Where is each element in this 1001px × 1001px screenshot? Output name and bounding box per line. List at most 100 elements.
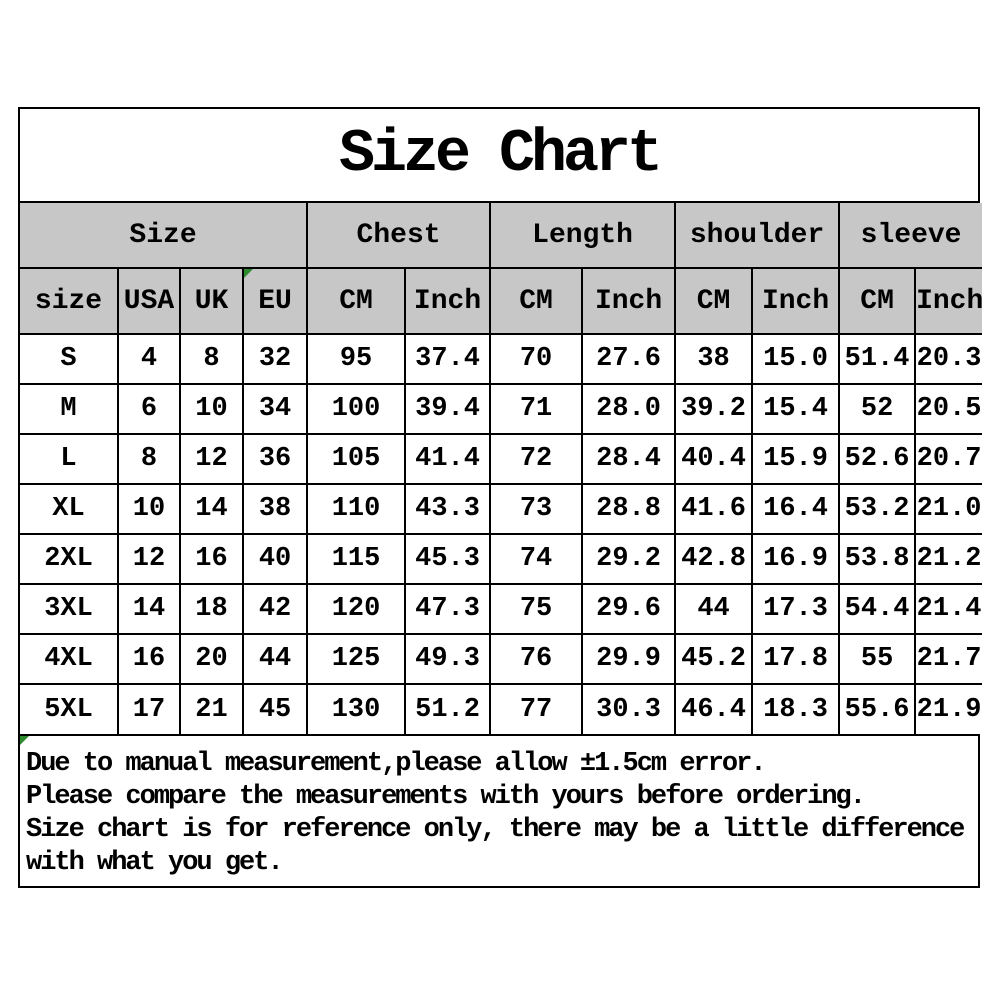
value-cell: 41.4 bbox=[404, 433, 492, 485]
size-label-cell: 4XL bbox=[19, 633, 119, 685]
col-header-size: size bbox=[19, 267, 119, 335]
table-row: 2XL 12 16 40 115 45.3 74 29.2 42.8 16.9 53.8 21.2 bbox=[19, 533, 984, 585]
table-row: 3XL 14 18 42 120 47.3 75 29.6 44 17.3 54.4 21.4 bbox=[19, 583, 984, 635]
col-header-usa: USA bbox=[117, 267, 181, 335]
comment-marker-icon bbox=[20, 736, 29, 745]
group-header-sleeve: sleeve bbox=[838, 202, 984, 269]
value-cell: 16.4 bbox=[751, 483, 841, 535]
value-cell: 20.7 bbox=[914, 433, 984, 485]
table-row: L 8 12 36 105 41.4 72 28.4 40.4 15.9 52.6 20.7 bbox=[19, 433, 984, 485]
value-cell: 43.3 bbox=[404, 483, 492, 535]
footer-note: Due to manual measurement,please allow ±… bbox=[20, 734, 978, 885]
header-unit-row: size USA UK EU CM Inch CM Inch CM Inch C… bbox=[19, 267, 984, 335]
col-header-shoulder-cm: CM bbox=[674, 267, 754, 335]
value-cell: 75 bbox=[489, 583, 584, 635]
value-cell: 28.4 bbox=[581, 433, 677, 485]
value-cell: 21.2 bbox=[914, 533, 984, 585]
value-cell: 10 bbox=[117, 483, 181, 535]
table-row: 5XL 17 21 45 130 51.2 77 30.3 46.4 18.3 55.6 21.9 bbox=[19, 683, 984, 735]
value-cell: 29.2 bbox=[581, 533, 677, 585]
value-cell: 14 bbox=[179, 483, 244, 535]
value-cell: 45.2 bbox=[674, 633, 754, 685]
value-cell: 74 bbox=[489, 533, 584, 585]
value-cell: 20.5 bbox=[914, 383, 984, 435]
value-cell: 71 bbox=[489, 383, 584, 435]
value-cell: 39.2 bbox=[674, 383, 754, 435]
value-cell: 20 bbox=[179, 633, 244, 685]
table-row: XL 10 14 38 110 43.3 73 28.8 41.6 16.4 53.2 21.0 bbox=[19, 483, 984, 535]
value-cell: 29.9 bbox=[581, 633, 677, 685]
size-label-cell: XL bbox=[19, 483, 119, 535]
col-header-length-inch: Inch bbox=[581, 267, 677, 335]
value-cell: 110 bbox=[306, 483, 407, 535]
size-label-cell: 3XL bbox=[19, 583, 119, 635]
value-cell: 21.7 bbox=[914, 633, 984, 685]
value-cell: 30.3 bbox=[581, 683, 677, 735]
size-label-cell: M bbox=[19, 383, 119, 435]
value-cell: 34 bbox=[241, 383, 309, 435]
size-label-cell: S bbox=[19, 333, 119, 385]
col-header-chest-inch: Inch bbox=[404, 267, 492, 335]
value-cell: 55 bbox=[838, 633, 917, 685]
value-cell: 21 bbox=[179, 683, 244, 735]
col-header-chest-cm: CM bbox=[306, 267, 407, 335]
group-header-size: Size bbox=[18, 202, 309, 269]
value-cell: 105 bbox=[306, 433, 407, 485]
col-header-eu: EU bbox=[241, 267, 309, 335]
value-cell: 16.9 bbox=[751, 533, 841, 585]
value-cell: 46.4 bbox=[674, 683, 754, 735]
size-table: Size Chest Length shoulder sleeve size U… bbox=[18, 202, 984, 735]
value-cell: 76 bbox=[489, 633, 584, 685]
value-cell: 16 bbox=[179, 533, 244, 585]
value-cell: 15.9 bbox=[751, 433, 841, 485]
group-header-shoulder: shoulder bbox=[674, 202, 841, 269]
size-label-cell: 2XL bbox=[19, 533, 119, 585]
value-cell: 38 bbox=[241, 483, 309, 535]
value-cell: 17.8 bbox=[751, 633, 841, 685]
value-cell: 42 bbox=[241, 583, 309, 635]
value-cell: 40 bbox=[241, 533, 309, 585]
value-cell: 41.6 bbox=[674, 483, 754, 535]
value-cell: 51.2 bbox=[404, 683, 492, 735]
col-header-uk: UK bbox=[179, 267, 244, 335]
value-cell: 21.4 bbox=[914, 583, 984, 635]
table-row: M 6 10 34 100 39.4 71 28.0 39.2 15.4 52 20.5 bbox=[19, 383, 984, 435]
col-header-sleeve-inch: Inch bbox=[914, 267, 984, 335]
col-header-eu-label: EU bbox=[258, 285, 292, 317]
table-row: S 4 8 32 95 37.4 70 27.6 38 15.0 51.4 20.3 bbox=[19, 333, 984, 385]
value-cell: 51.4 bbox=[838, 333, 917, 385]
value-cell: 40.4 bbox=[674, 433, 754, 485]
size-label-cell: 5XL bbox=[19, 683, 119, 735]
col-header-length-cm: CM bbox=[489, 267, 584, 335]
value-cell: 32 bbox=[241, 333, 309, 385]
value-cell: 15.0 bbox=[751, 333, 841, 385]
page-title: Size Chart bbox=[20, 109, 978, 203]
value-cell: 18.3 bbox=[751, 683, 841, 735]
value-cell: 20.3 bbox=[914, 333, 984, 385]
value-cell: 38 bbox=[674, 333, 754, 385]
value-cell: 12 bbox=[117, 533, 181, 585]
group-header-chest: Chest bbox=[306, 202, 492, 269]
value-cell: 115 bbox=[306, 533, 407, 585]
value-cell: 29.6 bbox=[581, 583, 677, 635]
col-header-shoulder-inch: Inch bbox=[751, 267, 841, 335]
footer-line-2: Please compare the measurements with you… bbox=[26, 782, 866, 812]
value-cell: 95 bbox=[306, 333, 407, 385]
table-row: 4XL 16 20 44 125 49.3 76 29.9 45.2 17.8 55 21.7 bbox=[19, 633, 984, 685]
value-cell: 16 bbox=[117, 633, 181, 685]
value-cell: 39.4 bbox=[404, 383, 492, 435]
value-cell: 44 bbox=[674, 583, 754, 635]
value-cell: 120 bbox=[306, 583, 407, 635]
value-cell: 77 bbox=[489, 683, 584, 735]
value-cell: 14 bbox=[117, 583, 181, 635]
header-group-row: Size Chest Length shoulder sleeve bbox=[18, 202, 984, 269]
value-cell: 4 bbox=[117, 333, 181, 385]
value-cell: 130 bbox=[306, 683, 407, 735]
value-cell: 54.4 bbox=[838, 583, 917, 635]
value-cell: 17 bbox=[117, 683, 181, 735]
value-cell: 55.6 bbox=[838, 683, 917, 735]
comment-marker-icon bbox=[245, 270, 253, 278]
value-cell: 8 bbox=[179, 333, 244, 385]
value-cell: 6 bbox=[117, 383, 181, 435]
